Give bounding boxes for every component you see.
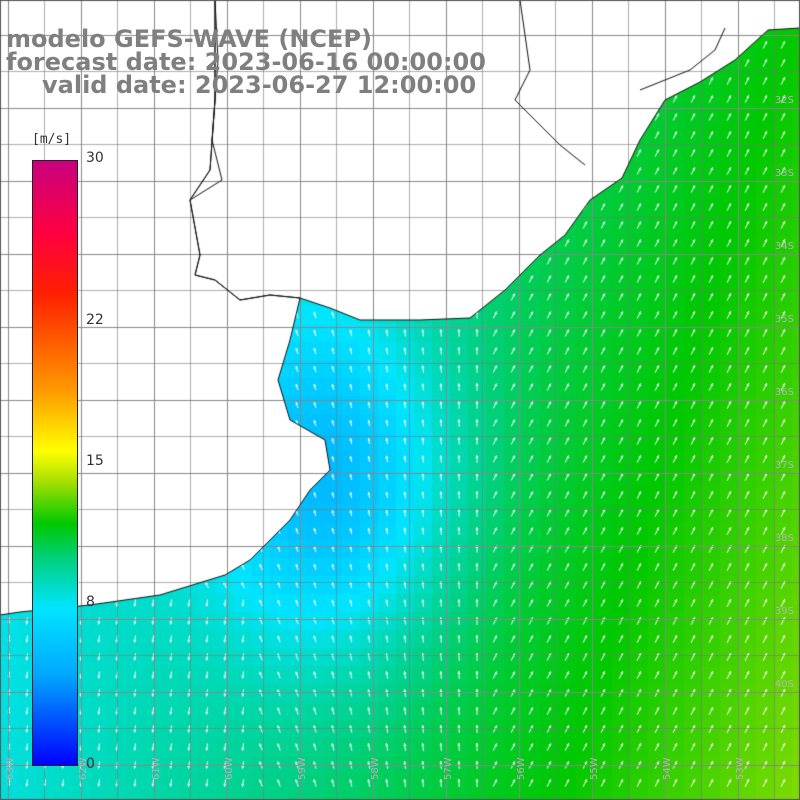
lon-label: 55W bbox=[589, 757, 600, 780]
lon-label: 53W bbox=[735, 757, 746, 780]
lat-label: 37S bbox=[774, 460, 794, 471]
lon-label: 61W bbox=[151, 757, 162, 780]
colorbar-tick-label: 0 bbox=[86, 756, 95, 772]
lat-label: 39S bbox=[774, 606, 794, 617]
colorbar-tick-label: 22 bbox=[86, 311, 104, 328]
map-title: modelo GEFS-WAVE (NCEP) forecast date: 20… bbox=[6, 25, 486, 99]
lat-label: 34S bbox=[774, 241, 794, 252]
colorbar-unit: [m/s] bbox=[32, 132, 72, 147]
lat-label: 38S bbox=[774, 533, 794, 544]
lat-label: 35S bbox=[774, 314, 794, 325]
title-valid-date: valid date: 2023-06-27 12:00:00 bbox=[42, 71, 477, 99]
lat-label: 36S bbox=[774, 387, 794, 398]
lat-label: 33S bbox=[774, 168, 794, 179]
lon-label: 54W bbox=[662, 757, 673, 780]
lon-label: 63W bbox=[5, 757, 16, 780]
lon-label: 56W bbox=[516, 757, 527, 780]
lon-label: 60W bbox=[224, 757, 235, 780]
lon-label: 59W bbox=[297, 757, 308, 780]
lat-label: 32S bbox=[774, 95, 794, 106]
colorbar bbox=[32, 160, 78, 766]
lon-label: 58W bbox=[370, 757, 381, 780]
title-model: modelo GEFS-WAVE (NCEP) bbox=[6, 25, 372, 53]
colorbar-tick-label: 8 bbox=[86, 594, 95, 611]
lat-label: 40S bbox=[774, 679, 794, 690]
colorbar-tick-label: 15 bbox=[86, 453, 104, 469]
lon-label: 57W bbox=[443, 757, 454, 780]
colorbar-tick-label: 30 bbox=[86, 150, 104, 166]
lon-label: 62W bbox=[78, 757, 89, 780]
title-forecast-date: forecast date: 2023-06-16 00:00:00 bbox=[6, 48, 486, 76]
